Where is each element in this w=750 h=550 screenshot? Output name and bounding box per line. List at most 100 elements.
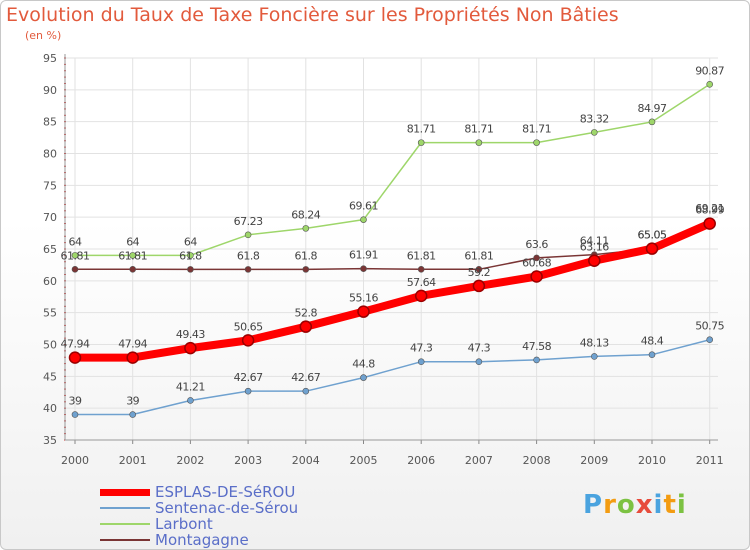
- series-2-point: [417, 139, 425, 146]
- series-1-point: [71, 411, 79, 418]
- series-1-point: [129, 411, 136, 418]
- series-0-label: 49.43: [176, 328, 205, 341]
- series-3-label: 61.81: [118, 249, 147, 262]
- series-2-label: 64: [69, 235, 82, 248]
- series-1-label: 47.3: [410, 342, 433, 355]
- series-0-label: 63.16: [580, 241, 609, 254]
- y-tick-label: 90: [43, 84, 57, 97]
- chart-title: Evolution du Taux de Taxe Foncière sur l…: [6, 4, 619, 26]
- series-line-3: [74, 221, 711, 271]
- x-tick-label: 2008: [523, 454, 551, 467]
- series-2-label: 81.71: [522, 123, 551, 136]
- legend-label-sentenac: Sentenac-de-Sérou: [155, 499, 299, 517]
- series-1-label: 50.75: [695, 320, 724, 333]
- series-0-point: [299, 320, 313, 333]
- series-0-label: 65.05: [638, 229, 667, 242]
- series-1-point: [302, 387, 310, 395]
- series-1-point: [590, 353, 598, 360]
- series-1-label: 48.13: [580, 336, 609, 349]
- series-2-label: 67.23: [234, 215, 263, 228]
- series-1-label: 44.8: [352, 358, 375, 371]
- series-2-point: [648, 118, 656, 126]
- x-tick-label: 2001: [119, 454, 147, 467]
- series-0-point: [126, 351, 139, 364]
- series-0-label: 57.64: [407, 276, 436, 289]
- y-tick-label: 60: [43, 275, 57, 288]
- y-tick-label: 70: [43, 211, 57, 224]
- y-tick-label: 45: [43, 370, 57, 383]
- legend-label-esplas: ESPLAS-DE-SéROU: [155, 483, 296, 501]
- legend-swatch-montagagne: [100, 539, 150, 541]
- series-3-label: 65.05: [638, 229, 667, 242]
- series-2-point: [71, 252, 79, 259]
- series-3-label: 61.81: [407, 249, 436, 262]
- series-3-label: 61.91: [349, 249, 378, 262]
- proxiti-logo: Proxiti: [583, 490, 687, 520]
- series-1-label: 47.3: [468, 342, 491, 355]
- series-2-label: 83.32: [580, 112, 609, 125]
- series-2-point: [533, 139, 540, 146]
- logo-letter: t: [663, 490, 677, 520]
- series-0-label: 55.16: [349, 292, 378, 305]
- series-2-point: [129, 252, 136, 259]
- series-3-point: [244, 266, 252, 273]
- series-2-label: 81.71: [407, 123, 436, 136]
- series-3-point: [71, 266, 79, 273]
- x-tick-label: 2004: [292, 454, 320, 467]
- series-3-label: 64.11: [580, 235, 609, 248]
- series-line-2: [74, 83, 711, 257]
- series-1-label: 41.21: [176, 380, 205, 393]
- series-0-point: [184, 341, 197, 355]
- logo-letter: P: [583, 490, 604, 520]
- series-0-label: 50.65: [234, 320, 263, 333]
- series-0-label: 60.68: [522, 257, 551, 270]
- legend-label-larbont: Larbont: [155, 515, 213, 533]
- series-2-label: 64: [126, 235, 139, 248]
- series-3-point: [417, 266, 425, 273]
- x-tick-label: 2005: [350, 454, 378, 467]
- series-2-label: 69.61: [349, 200, 378, 213]
- series-2-label: 68.24: [291, 208, 320, 221]
- series-0-point: [703, 217, 716, 230]
- y-tick-label: 65: [43, 243, 57, 256]
- series-0-label: 68.99: [695, 204, 724, 217]
- series-2-point: [244, 231, 252, 239]
- legend-swatch-esplas: [100, 489, 150, 496]
- series-0-point: [645, 242, 659, 255]
- series-0-point: [68, 351, 82, 364]
- y-tick-label: 75: [43, 179, 57, 192]
- logo-letter: o: [616, 490, 636, 520]
- legend-label-montagagne: Montagagne: [155, 531, 249, 549]
- series-3-label: 63.6: [525, 238, 548, 251]
- y-tick-label: 80: [43, 148, 57, 161]
- x-tick-label: 2011: [696, 454, 724, 467]
- series-0-point: [472, 279, 486, 293]
- logo-letter: x: [635, 490, 654, 520]
- series-1-point: [706, 336, 714, 344]
- series-2-label: 84.97: [638, 102, 667, 115]
- series-1-label: 47.58: [522, 340, 551, 353]
- series-0-point: [530, 270, 543, 283]
- series-1-label: 48.4: [641, 335, 664, 348]
- series-3-point: [129, 266, 136, 273]
- x-tick-label: 2002: [176, 454, 204, 467]
- y-tick-label: 95: [43, 52, 57, 65]
- unit-label: (en %): [25, 29, 62, 42]
- series-3-point: [475, 266, 483, 273]
- series-2-point: [475, 139, 483, 146]
- series-0-label: 59.2: [468, 266, 491, 279]
- series-3-point: [533, 254, 540, 262]
- series-2-label: 81.71: [464, 123, 493, 136]
- series-1-point: [475, 358, 483, 365]
- x-tick-label: 2007: [465, 454, 493, 467]
- legend-swatch-larbont: [100, 523, 150, 525]
- series-2-point: [187, 252, 194, 259]
- legend-swatch-sentenac: [100, 507, 150, 509]
- y-tick-label: 40: [43, 402, 57, 415]
- series-0-label: 52.8: [295, 307, 318, 320]
- series-2-point: [360, 216, 367, 223]
- series-3-label: 61.81: [464, 249, 493, 262]
- x-tick-label: 2000: [61, 454, 89, 467]
